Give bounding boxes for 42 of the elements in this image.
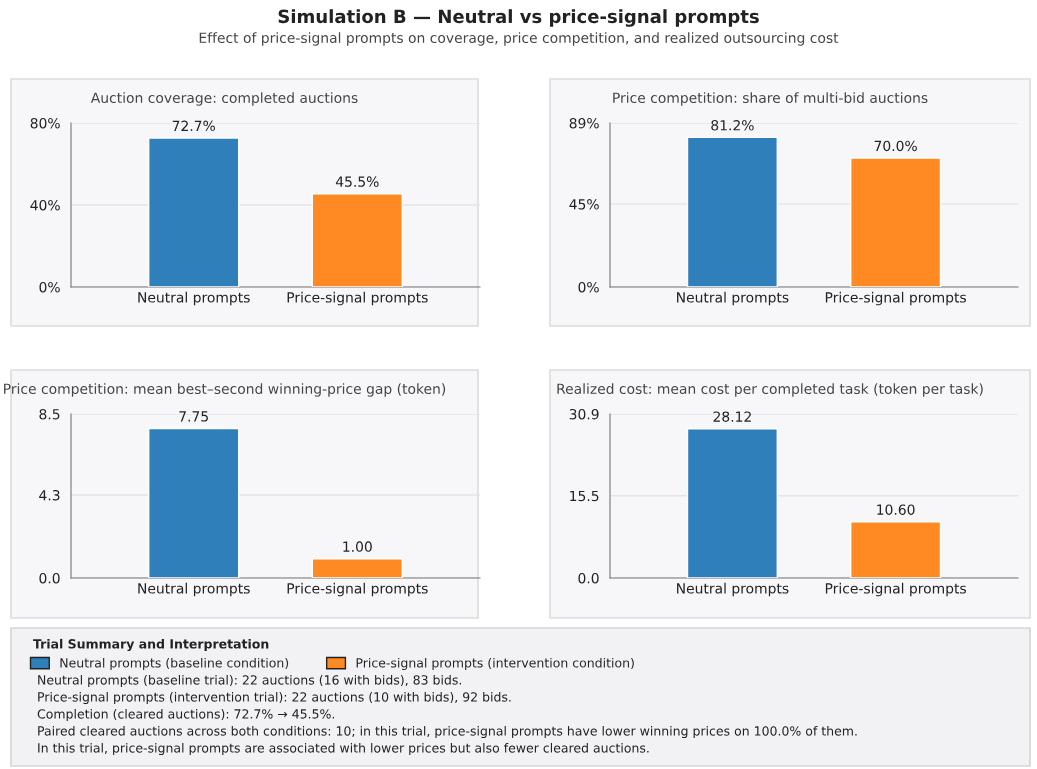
data-label: 45.5% — [335, 176, 379, 187]
text: Price-signal prompts (intervention trial): 22 auctions (10 with bids), 92 bids. — [38, 691, 511, 705]
text: Effect of price-signal prompts on coverage, price competition, and realized outsourcing cost — [199, 32, 839, 46]
chart-title: Realized cost: mean cost per completed task (token per task) — [557, 383, 983, 397]
y-tick-label: 8.5 — [39, 408, 60, 420]
y-tick-label: 80% — [30, 117, 60, 129]
text: In this trial, price-signal prompts are associated with lower prices but also fewer cleared auctions. — [38, 742, 649, 756]
legend-label: Neutral prompts (baseline condition) — [60, 657, 289, 670]
data-label: 70.0% — [874, 140, 917, 152]
x-tick-label: Neutral prompts — [677, 291, 789, 306]
y-tick-label: 0.0 — [578, 572, 599, 584]
x-tick-label: Price-signal prompts — [825, 291, 966, 306]
x-tick-label: Neutral prompts — [138, 582, 250, 597]
y-tick-label: 0% — [578, 281, 599, 293]
chart-title: Price competition: mean best–second winning-price gap (token) — [4, 383, 446, 397]
x-tick-label: Price-signal prompts — [287, 291, 428, 306]
data-label: 7.75 — [179, 411, 208, 422]
data-label: 72.7% — [172, 120, 215, 132]
x-tick-label: Neutral prompts — [138, 291, 250, 306]
y-tick-label: 30.9 — [569, 408, 599, 420]
chart-title: Auction coverage: completed auctions — [90, 92, 358, 106]
data-label: 81.2% — [711, 120, 754, 131]
y-tick-label: 40% — [30, 199, 60, 211]
x-tick-label: Neutral prompts — [677, 582, 789, 597]
y-tick-label: 45% — [569, 199, 599, 210]
chart-title: Price competition: share of multi-bid auctions — [613, 92, 928, 106]
y-tick-label: 15.5 — [570, 490, 599, 502]
data-label: 10.60 — [877, 504, 915, 515]
text: Neutral prompts (baseline trial): 22 auctions (16 with bids), 83 bids. — [38, 674, 462, 688]
data-label: 28.12 — [713, 411, 751, 422]
text: Simulation B — Neutral vs price-signal prompts — [278, 9, 759, 27]
text: Completion (cleared auctions): 72.7% → 45.5%. — [37, 708, 335, 722]
x-tick-label: Price-signal prompts — [287, 582, 428, 597]
data-label: 1.00 — [343, 541, 372, 552]
legend-label: Price-signal prompts (intervention condition) — [356, 657, 634, 670]
x-tick-label: Price-signal prompts — [825, 582, 966, 597]
y-tick-label: 89% — [569, 117, 599, 129]
text: Trial Summary and Interpretation — [33, 638, 269, 652]
y-tick-label: 4.3 — [39, 490, 60, 501]
y-tick-label: 0.0 — [39, 572, 60, 584]
y-tick-label: 0% — [39, 281, 60, 293]
text: Paired cleared auctions across both conditions: 10; in this trial, price-signal prompts have lower winning prices on 100.0% of them. — [38, 725, 857, 739]
